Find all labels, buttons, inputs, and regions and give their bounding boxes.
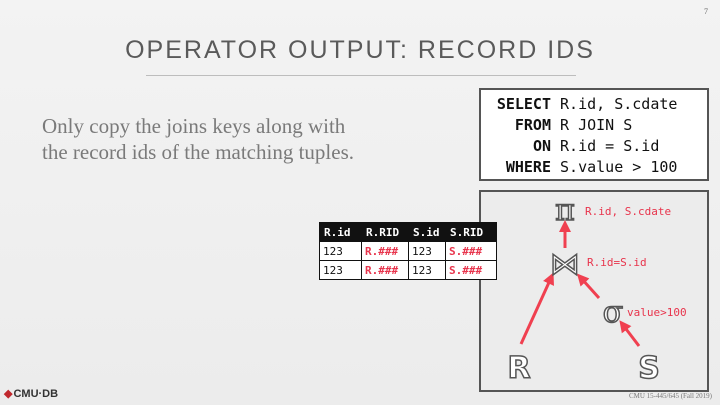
sql-where-clause: S.value > 100 (551, 158, 678, 176)
sql-keyword-where: WHERE (505, 158, 551, 176)
arrow-s-to-selection (619, 320, 641, 347)
cell-r-rid: R.### (361, 241, 409, 261)
logo-text: CMU·DB (13, 388, 59, 400)
join-output-table: R.id R.RID S.id S.RID 123 R.### 123 S.##… (319, 222, 497, 280)
cell-s-id: 123 (408, 260, 446, 280)
cell-r-rid: R.### (361, 260, 409, 280)
table-row: 123 R.### 123 S.### (319, 260, 497, 280)
header-s-rid: S.RID (445, 222, 497, 242)
sql-select-clause: R.id, S.cdate (551, 95, 678, 113)
query-plan-diagram: π R.id, S.cdate ⋈ R.id=S.id σ value>100 … (507, 192, 687, 387)
relation-r: R (507, 351, 530, 386)
cube-icon: ◆ (4, 388, 13, 400)
sql-line-on: ON R.id = S.id (485, 136, 707, 157)
sql-line-from: FROM R JOIN S (485, 115, 707, 136)
cell-s-rid: S.### (445, 241, 497, 261)
join-label: R.id=S.id (587, 256, 647, 269)
cell-r-id: 123 (319, 260, 362, 280)
header-r-rid: R.RID (361, 222, 409, 242)
join-symbol: ⋈ (550, 247, 580, 282)
query-plan-box: π R.id, S.cdate ⋈ R.id=S.id σ value>100 … (479, 190, 709, 392)
selection-label: value>100 (627, 306, 687, 319)
body-text: Only copy the joins keys along with the … (42, 113, 442, 165)
title-divider (146, 75, 576, 76)
table-row: 123 R.### 123 S.### (319, 241, 497, 261)
arrow-selection-to-join (576, 273, 601, 300)
header-r-id: R.id (319, 222, 362, 242)
sql-query-box: SELECT R.id, S.cdate FROM R JOIN S ON R.… (479, 88, 709, 181)
cmu-db-logo: ◆CMU·DB (4, 387, 58, 400)
sql-line-select: SELECT R.id, S.cdate (485, 94, 707, 115)
sql-keyword-on: ON (532, 137, 551, 155)
sql-on-clause: R.id = S.id (551, 137, 660, 155)
cell-s-id: 123 (408, 241, 446, 261)
cell-r-id: 123 (319, 241, 362, 261)
table-header-row: R.id R.RID S.id S.RID (319, 222, 497, 242)
selection-symbol: σ (603, 295, 623, 330)
arrow-r-to-join (519, 272, 554, 345)
cell-s-rid: S.### (445, 260, 497, 280)
body-line-1: Only copy the joins keys along with (42, 114, 346, 138)
sql-from-clause: R JOIN S (551, 116, 633, 134)
sql-keyword-from: FROM (514, 116, 551, 134)
sql-keyword-select: SELECT (496, 95, 551, 113)
header-s-id: S.id (408, 222, 446, 242)
body-line-2: the record ids of the matching tuples. (42, 140, 354, 164)
slide-title: OPERATOR OUTPUT: RECORD IDS (125, 36, 595, 64)
relation-s: S (638, 351, 660, 386)
course-label: CMU 15-445/645 (Fall 2019) (628, 392, 712, 400)
projection-symbol: π (555, 193, 575, 228)
projection-label: R.id, S.cdate (585, 205, 671, 218)
sql-line-where: WHERE S.value > 100 (485, 157, 707, 178)
page-number: 7 (704, 7, 708, 16)
